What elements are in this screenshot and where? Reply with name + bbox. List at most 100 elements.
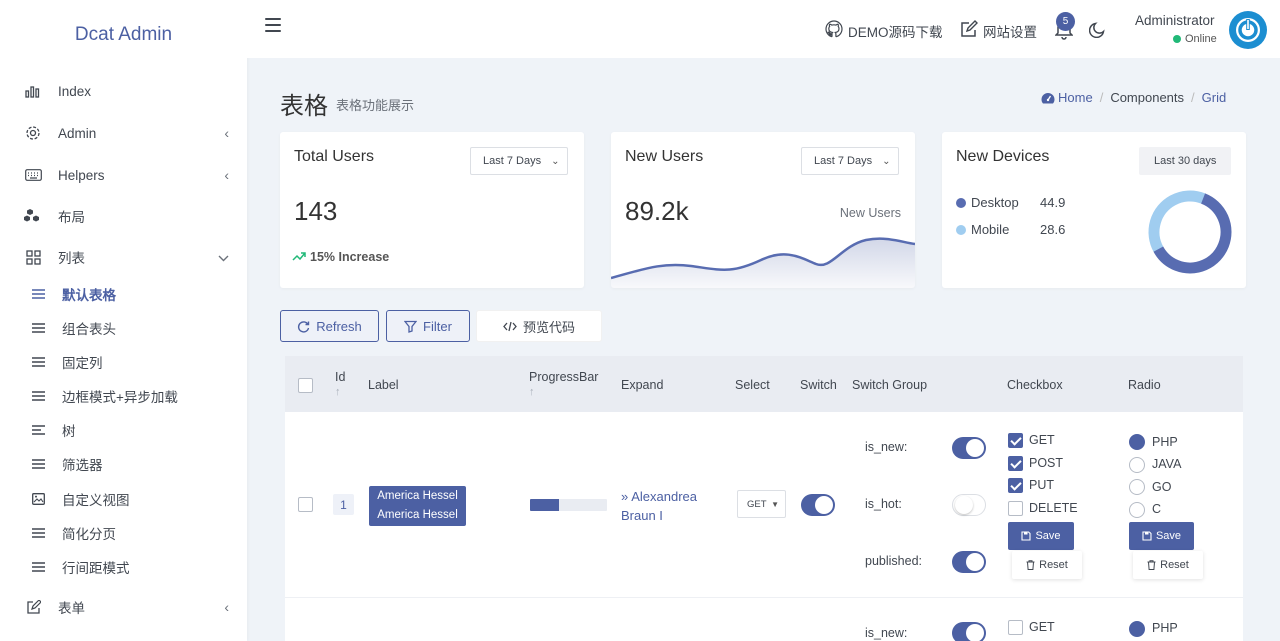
save-label: Save (1155, 530, 1182, 542)
save-icon (1021, 531, 1035, 541)
sidebar-item-label: 简化分页 (62, 527, 116, 542)
sort-arrow-icon[interactable]: ↑ (335, 386, 341, 398)
sidebar-subitem-tree[interactable]: 树 (0, 416, 247, 444)
checkbox-label: POST (1029, 456, 1064, 470)
radio-save-button[interactable]: Save (1129, 522, 1194, 550)
select-all-checkbox[interactable] (298, 378, 313, 393)
sidebar-subitem-border-async[interactable]: 边框模式+异步加载 (0, 382, 247, 410)
sidebar-item-label: 树 (62, 424, 76, 439)
sidebar-subitem-row-spacing[interactable]: 行间距模式 (0, 553, 247, 581)
sidebar-subitem-default-table[interactable]: 默认表格 (0, 280, 247, 308)
breadcrumb-grid[interactable]: Grid (1201, 90, 1227, 105)
new-users-card: New Users Last 7 Days ⌄ 89.2k New Users (611, 132, 915, 288)
filter-button[interactable]: Filter (386, 310, 470, 342)
site-settings-link[interactable]: 网站设置 (960, 20, 1037, 41)
brand-logo[interactable]: Dcat Admin (74, 24, 173, 45)
switch-published[interactable] (952, 551, 986, 573)
preview-code-button[interactable]: 预览代码 (476, 310, 602, 342)
sidebar-item-label: 列表 (58, 251, 85, 266)
row-checkbox[interactable] (298, 497, 313, 512)
sidebar-item-admin[interactable]: Admin ‹ (0, 118, 247, 148)
radio-java[interactable] (1129, 457, 1145, 473)
list-icon (31, 287, 45, 301)
save-icon (1142, 531, 1156, 541)
site-settings-label: 网站设置 (983, 24, 1037, 40)
dashboard-icon (1041, 92, 1055, 104)
list-icon (31, 457, 45, 471)
row-progress-bar (530, 499, 607, 511)
checkbox-label: GET (1029, 620, 1055, 634)
radio-c[interactable] (1129, 502, 1145, 518)
row-switch[interactable] (801, 494, 835, 516)
expand-label: Alexandrea Braun I (621, 489, 698, 523)
radio-label: PHP (1152, 435, 1178, 449)
radio-go[interactable] (1129, 479, 1145, 495)
avatar[interactable] (1229, 11, 1267, 49)
user-status-label: Online (1185, 33, 1217, 45)
page-title: 表格 (280, 93, 328, 120)
checkbox-get[interactable] (1008, 433, 1023, 448)
edit-icon (24, 598, 42, 616)
grid-header (285, 356, 1243, 412)
chevron-down-icon: ⌄ (882, 155, 891, 167)
card-title: Total Users (294, 148, 375, 165)
gear-icon (24, 124, 42, 142)
switch-is-hot[interactable] (952, 494, 986, 516)
chevron-left-icon: ‹ (224, 167, 229, 183)
demo-download-link[interactable]: DEMO源码下载 (825, 20, 943, 41)
sidebar-item-label: 表单 (58, 601, 85, 616)
row-method-select[interactable]: GET ▼ (737, 490, 786, 518)
radio-reset-button[interactable]: Reset (1133, 551, 1203, 579)
column-header-progressbar[interactable]: ProgressBar ↑ (529, 370, 598, 398)
sidebar-item-form[interactable]: 表单 ‹ (0, 592, 247, 622)
checkbox-post[interactable] (1008, 456, 1023, 471)
sidebar-subitem-fixed-columns[interactable]: 固定列 (0, 348, 247, 376)
code-icon (503, 321, 523, 332)
breadcrumb-home[interactable]: Home (1058, 90, 1093, 105)
checkbox-get[interactable] (1008, 620, 1023, 635)
sidebar-item-index[interactable]: Index (0, 76, 247, 106)
switch-is-new[interactable] (952, 437, 986, 459)
label-line: America Hessel (377, 490, 458, 502)
checkbox-reset-button[interactable]: Reset (1012, 551, 1082, 579)
sidebar-subitem-custom-view[interactable]: 自定义视图 (0, 485, 247, 513)
switch-is-new[interactable] (952, 622, 986, 641)
align-left-icon (31, 423, 45, 437)
sidebar-item-helpers[interactable]: Helpers ‹ (0, 160, 247, 190)
legend-label: Desktop (971, 195, 1019, 210)
checkbox-save-button[interactable]: Save (1008, 522, 1074, 550)
sidebar-item-layout[interactable]: 布局 (0, 201, 247, 231)
trending-up-icon (292, 250, 310, 264)
user-name[interactable]: Administrator (1135, 13, 1215, 28)
new-devices-card: New Devices Last 30 days Desktop 44.9 Mo… (942, 132, 1246, 288)
moon-icon[interactable] (1088, 21, 1106, 41)
sidebar-subitem-simple-pagination[interactable]: 简化分页 (0, 519, 247, 547)
trash-icon (1026, 560, 1039, 570)
switch-group-label: is_new: (865, 440, 908, 454)
column-header-checkbox: Checkbox (1007, 378, 1063, 392)
date-range-button[interactable]: Last 30 days (1139, 147, 1232, 175)
caret-down-icon: ▼ (771, 499, 779, 509)
radio-php[interactable] (1129, 621, 1145, 637)
refresh-button[interactable]: Refresh (280, 310, 379, 342)
sidebar-subitem-combined-header[interactable]: 组合表头 (0, 314, 247, 342)
column-header-id[interactable]: Id ↑ (335, 370, 345, 398)
sidebar-item-list[interactable]: 列表 (0, 242, 247, 272)
sidebar-item-label: 自定义视图 (62, 493, 130, 508)
image-icon (31, 492, 45, 506)
grid-icon (24, 248, 42, 266)
label-line: America Hessel (377, 509, 458, 521)
grid-body (285, 412, 1243, 641)
sidebar-subitem-filter[interactable]: 筛选器 (0, 450, 247, 478)
checkbox-put[interactable] (1008, 478, 1023, 493)
checkbox-delete[interactable] (1008, 501, 1023, 516)
row-expand-link[interactable]: » Alexandrea Braun I (621, 487, 721, 525)
date-range-select[interactable]: Last 7 Days ⌄ (470, 147, 569, 175)
double-chevron-right-icon: » (621, 489, 629, 504)
sort-arrow-icon[interactable]: ↑ (529, 386, 535, 398)
card-value: 143 (294, 196, 338, 226)
date-range-select[interactable]: Last 7 Days ⌄ (801, 147, 900, 175)
radio-php[interactable] (1129, 434, 1145, 450)
menu-toggle-icon[interactable] (265, 18, 281, 32)
date-range-value: Last 7 Days (814, 155, 873, 167)
